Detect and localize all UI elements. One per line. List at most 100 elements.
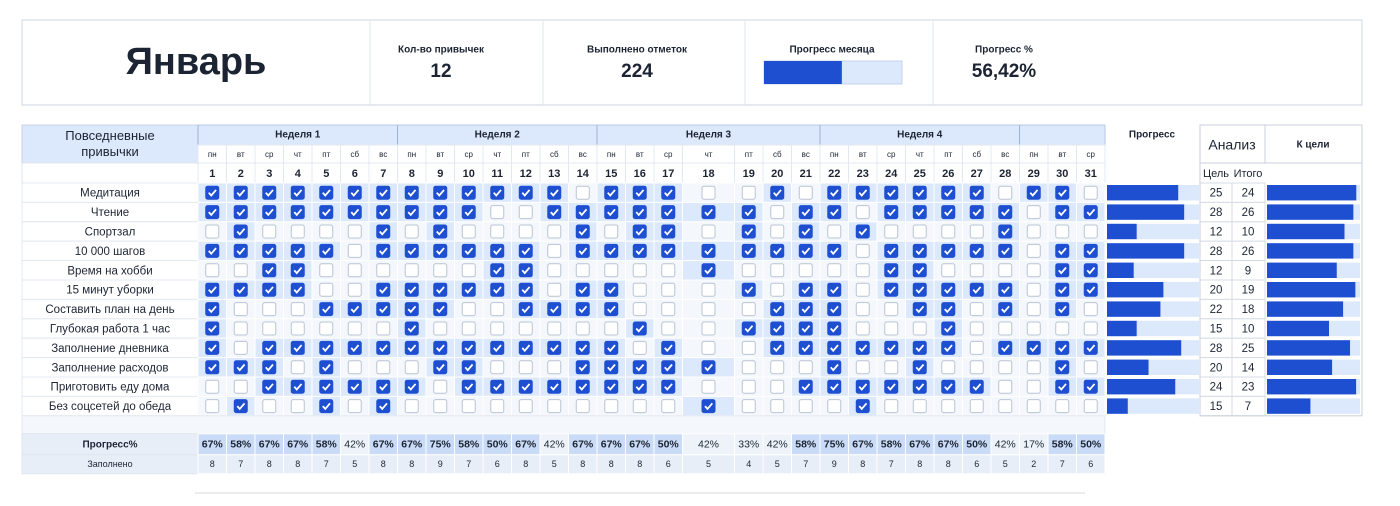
progress-header: Прогресс <box>1129 130 1176 141</box>
goal: 28 <box>1210 343 1223 355</box>
goal: 20 <box>1210 362 1223 374</box>
checkbox <box>518 321 533 336</box>
checkmark <box>322 402 331 411</box>
checkmark <box>550 208 559 217</box>
checkbox <box>290 340 305 355</box>
checkmark <box>664 189 673 197</box>
progress-bar <box>1107 262 1134 278</box>
day-number: 19 <box>743 168 755 180</box>
checkmark <box>1001 305 1010 314</box>
stat-value: 12 <box>430 61 451 82</box>
weekday: вс <box>579 150 587 159</box>
checkmark <box>801 305 811 314</box>
checkmark <box>607 305 616 314</box>
checkbox <box>319 340 334 355</box>
checkmark <box>578 305 588 314</box>
checkmark <box>521 189 531 197</box>
checkmark <box>265 266 274 275</box>
checkmark <box>578 344 588 353</box>
progress-value: 58% <box>230 439 252 451</box>
checkbox <box>827 399 842 414</box>
week-label: Неделя 3 <box>686 130 732 141</box>
checkbox <box>969 263 984 278</box>
checkbox <box>661 360 676 375</box>
checkmark <box>208 305 217 314</box>
checkbox <box>319 399 334 414</box>
checkmark <box>464 189 474 197</box>
checkmark <box>915 363 925 372</box>
checkmark <box>265 363 274 372</box>
checkbox <box>1055 321 1070 336</box>
checkbox <box>490 224 505 239</box>
checkmark <box>944 325 953 333</box>
checkbox <box>490 360 505 375</box>
checkmark <box>407 286 417 294</box>
checkmark <box>521 383 531 391</box>
checkbox <box>969 243 984 258</box>
checkmark <box>915 286 925 294</box>
checkmark <box>464 344 474 353</box>
checkmark <box>265 208 274 217</box>
checkbox <box>770 282 785 297</box>
progress-track <box>1107 398 1199 414</box>
total: 14 <box>1242 362 1255 374</box>
checkbox <box>661 379 676 394</box>
checkbox <box>632 360 647 375</box>
progress-bar <box>1107 185 1179 201</box>
habit-name: Без соцсетей до обеда <box>49 401 172 413</box>
weekday: пт <box>322 150 330 159</box>
progress-value: 58% <box>881 439 903 451</box>
checkmark <box>744 247 754 256</box>
checkmark <box>664 363 673 372</box>
weekday: ср <box>465 150 474 159</box>
checkmark <box>801 383 811 391</box>
checkbox <box>547 224 562 239</box>
checkmark <box>1086 344 1096 353</box>
checkbox <box>205 360 220 375</box>
checkmark <box>830 286 839 294</box>
weekday: ср <box>887 150 896 159</box>
checkbox <box>969 205 984 220</box>
checkbox <box>347 379 362 394</box>
filled-value: 7 <box>466 459 471 469</box>
goal-bar <box>1267 398 1311 414</box>
checkbox <box>855 185 870 200</box>
checkbox <box>998 282 1013 297</box>
weekday: вт <box>237 150 245 159</box>
checkmark <box>293 286 303 294</box>
checkmark <box>493 266 502 275</box>
filled-value: 7 <box>803 459 808 469</box>
filled-value: 6 <box>666 459 671 469</box>
checkbox <box>884 243 899 258</box>
checkbox <box>290 243 305 258</box>
checkbox <box>1083 243 1098 258</box>
filled-value: 8 <box>637 459 642 469</box>
checkbox <box>701 399 716 414</box>
checkbox <box>262 321 277 336</box>
checkmark <box>858 402 868 411</box>
filled-value: 5 <box>1003 459 1008 469</box>
checkbox <box>547 302 562 317</box>
habit-name: Медитация <box>80 188 140 200</box>
checkmark <box>915 189 925 197</box>
checkbox <box>855 302 870 317</box>
goal-bar <box>1267 282 1356 298</box>
analysis-frame <box>1199 124 1363 417</box>
checkmark <box>322 247 331 256</box>
checkmark <box>208 344 217 353</box>
checkbox <box>741 243 756 258</box>
checkmark <box>436 344 445 353</box>
checkmark <box>322 344 331 353</box>
checkbox <box>798 263 813 278</box>
weekday: вс <box>379 150 387 159</box>
progress-bar <box>1107 359 1149 375</box>
progress-value: 42% <box>544 439 565 451</box>
checkbox <box>604 321 619 336</box>
checkmark <box>407 305 417 314</box>
checkmark <box>578 286 588 294</box>
checkbox <box>376 185 391 200</box>
checkbox <box>233 321 248 336</box>
progress-value: 67% <box>852 439 874 451</box>
total: 9 <box>1245 265 1251 277</box>
checkmark <box>607 189 616 197</box>
